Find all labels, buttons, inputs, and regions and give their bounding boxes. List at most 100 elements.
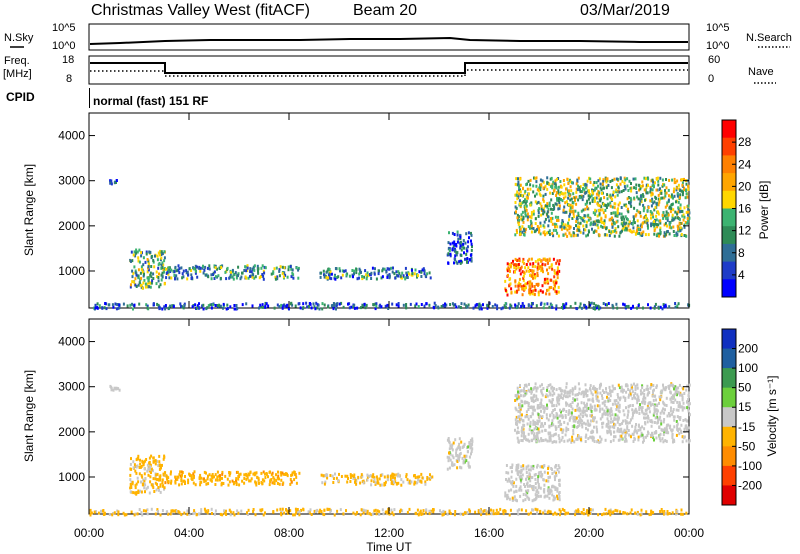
power-cell-6-756 xyxy=(618,201,621,205)
power-cell-6-524 xyxy=(683,188,686,192)
power-cell-2-191 xyxy=(253,264,256,268)
velocity-cell-6-932 xyxy=(534,386,537,389)
velocity-cell-0-68 xyxy=(246,513,249,516)
power-cell-6-850 xyxy=(640,231,643,235)
velocity-cell-6-523 xyxy=(584,383,587,387)
power-cell-2-203 xyxy=(188,267,191,271)
power-cell-0-349 xyxy=(451,302,454,306)
power-cell-1-120 xyxy=(151,279,154,283)
velocity-cell-5-95 xyxy=(518,488,521,492)
power-cell-6-367 xyxy=(658,197,661,201)
velocity-cell-6-415 xyxy=(519,389,522,393)
power-cell-0-146 xyxy=(280,303,283,307)
power-cell-6-1045 xyxy=(547,215,549,219)
velocity-cell-6-316 xyxy=(659,415,662,419)
power-cell-6-119 xyxy=(577,176,580,180)
power-cell-0-143 xyxy=(258,306,260,310)
power-cell-0-167 xyxy=(235,304,238,307)
power-cell-0-68 xyxy=(156,302,159,306)
power-cell-5-29 xyxy=(531,292,534,296)
power-cell-6-677 xyxy=(638,188,641,192)
velocity-colorbar-tick-label-2: -50 xyxy=(738,439,756,453)
velocity-cell-6-565 xyxy=(658,395,661,399)
power-cell-6-522 xyxy=(674,216,677,220)
power-cell-6-450 xyxy=(675,200,677,204)
velocity-cell-2-188 xyxy=(192,481,195,485)
power-cell-4-50 xyxy=(465,232,468,236)
velocity-cell-6-510 xyxy=(552,409,555,412)
power-cell-0-210 xyxy=(379,305,382,309)
power-cell-1-93 xyxy=(137,274,140,278)
velocity-cell-5-112 xyxy=(545,479,548,483)
power-cell-0-170 xyxy=(161,307,164,311)
power-cell-5-81 xyxy=(514,290,517,294)
velocity-cell-6-986 xyxy=(609,408,612,412)
power-cell-2-200 xyxy=(260,266,263,270)
power-cell-6-420 xyxy=(561,199,564,203)
velocity-cell-6-1052 xyxy=(660,428,663,432)
power-cell-0-357 xyxy=(402,303,405,307)
power-cell-6-1014 xyxy=(671,178,674,182)
power-cell-6-1023 xyxy=(535,176,538,180)
velocity-cell-5-168 xyxy=(537,475,540,479)
velocity-cell-6-662 xyxy=(620,385,623,389)
velocity-cell-0-108 xyxy=(252,508,255,511)
velocity-cell-0-75 xyxy=(302,508,305,512)
velocity-cell-6-533 xyxy=(533,408,536,412)
velocity-cell-2-112 xyxy=(191,477,193,481)
power-cell-2-170 xyxy=(246,266,249,270)
velocity-cell-6-552 xyxy=(544,438,547,442)
power-cell-6-767 xyxy=(661,196,664,200)
velocity-cell-6-546 xyxy=(590,408,592,412)
velocity-cell-6-1030 xyxy=(524,400,527,404)
power-cell-6-953 xyxy=(555,202,558,206)
velocity-cell-5-218 xyxy=(528,473,531,477)
power-cell-4-69 xyxy=(460,248,463,252)
power-cell-6-540 xyxy=(524,189,527,193)
velocity-cell-6-469 xyxy=(627,388,630,391)
velocity-cell-6-836 xyxy=(523,393,526,397)
velocity-cell-3-47 xyxy=(406,478,409,482)
power-cell-4-85 xyxy=(466,249,469,253)
velocity-cell-2-131 xyxy=(278,477,280,481)
power-cell-4-73 xyxy=(457,237,460,241)
power-cell-4-90 xyxy=(459,235,462,239)
velocity-cell-6-936 xyxy=(653,411,656,415)
velocity-cell-5-66 xyxy=(551,472,554,475)
velocity-cell-6-244 xyxy=(646,434,649,438)
velocity-cell-1-114 xyxy=(141,459,144,463)
velocity-cell-6-346 xyxy=(665,425,668,429)
velocity-cell-6-194 xyxy=(532,419,535,423)
velocity-cell-4-55 xyxy=(454,438,457,442)
velocity-cell-6-814 xyxy=(578,416,581,420)
velocity-cell-0-133 xyxy=(393,508,396,512)
velocity-cell-3-124 xyxy=(323,482,326,486)
velocity-cell-6-806 xyxy=(546,407,549,410)
power-cell-5-62 xyxy=(537,258,540,262)
power-cell-0-266 xyxy=(630,306,633,310)
power-cell-0-231 xyxy=(616,306,619,310)
power-scatter xyxy=(93,176,691,311)
power-cell-6-408 xyxy=(627,222,630,226)
velocity-cell-0-289 xyxy=(287,511,290,515)
velocity-cell-6-50 xyxy=(603,400,606,404)
velocity-cell-0-45 xyxy=(630,508,633,512)
velocity-cell-0-283 xyxy=(236,509,239,513)
power-cell-1-92 xyxy=(133,250,136,254)
velocity-cell-0-238 xyxy=(145,509,147,513)
velocity-cell-6-527 xyxy=(610,417,613,421)
power-cell-0-61 xyxy=(509,303,512,307)
velocity-cell-0-211 xyxy=(283,511,286,515)
power-cell-2-60 xyxy=(201,266,204,270)
velocity-cell-5-153 xyxy=(554,496,557,500)
velocity-colorbar-band-7 xyxy=(722,465,736,486)
velocity-cell-6-366 xyxy=(688,383,691,387)
velocity-cell-6-78 xyxy=(615,403,618,407)
velocity-cell-4-89 xyxy=(459,446,462,450)
velocity-cell-3-36 xyxy=(326,476,329,480)
power-cell-0-282 xyxy=(597,307,600,311)
power-cell-0-94 xyxy=(480,307,483,311)
velocity-cell-4-90 xyxy=(448,451,450,455)
velocity-cell-6-329 xyxy=(557,393,560,397)
power-cell-6-1082 xyxy=(582,231,585,235)
